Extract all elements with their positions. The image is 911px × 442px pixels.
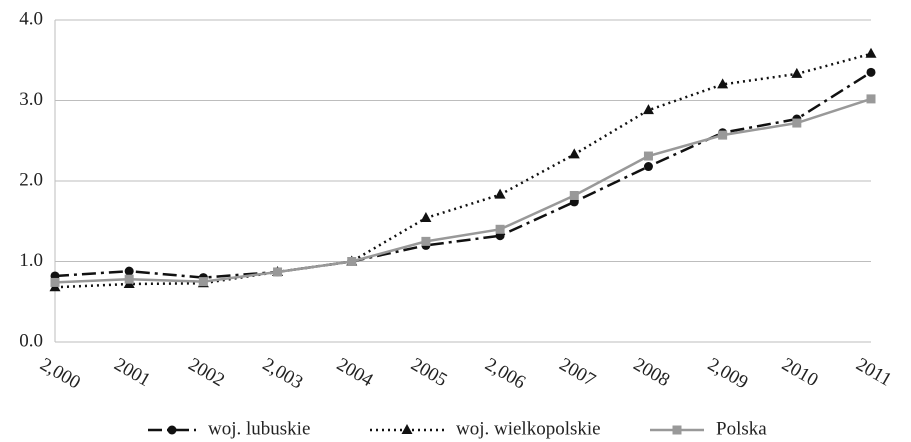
x-tick-label: 2002: [185, 354, 228, 391]
marker: [718, 130, 728, 140]
marker: [50, 277, 60, 287]
x-tick-label: 2010: [778, 354, 821, 391]
legend-label: Polska: [716, 418, 767, 439]
legend-marker: [167, 425, 177, 435]
x-tick-label: 2011: [852, 354, 895, 391]
x-tick-label: 2008: [630, 354, 673, 391]
marker: [494, 188, 506, 199]
marker: [866, 94, 876, 104]
marker: [643, 151, 653, 161]
x-tick-label: 2005: [407, 354, 450, 391]
x-tick-label: 2004: [333, 354, 377, 391]
marker: [124, 274, 134, 284]
x-tick-label: 2001: [111, 354, 154, 391]
x-tick-label: 2007: [556, 354, 599, 391]
series-line: [54, 52, 872, 289]
series-line: [54, 97, 872, 284]
y-tick-label: 3.0: [19, 89, 43, 110]
marker: [643, 162, 653, 172]
marker: [495, 224, 505, 234]
x-tick-label: 2,003: [259, 354, 307, 394]
marker: [420, 212, 432, 223]
marker: [792, 118, 802, 128]
x-tick-label: 2,009: [704, 354, 752, 394]
marker: [347, 257, 357, 266]
marker: [569, 190, 579, 200]
marker: [865, 47, 877, 58]
marker: [273, 267, 283, 277]
y-tick-label: 1.0: [19, 250, 43, 271]
x-tick-label: 2,006: [481, 354, 529, 394]
legend-marker: [401, 424, 413, 434]
y-tick-label: 2.0: [19, 169, 43, 190]
x-tick-label: 2,000: [36, 354, 84, 394]
marker: [568, 148, 580, 159]
y-tick-label: 4.0: [19, 8, 43, 29]
marker: [642, 104, 654, 115]
legend-label: woj. wielkopolskie: [456, 418, 601, 439]
marker: [866, 67, 876, 77]
marker: [421, 236, 431, 246]
marker: [198, 277, 208, 287]
series-line: [54, 71, 872, 279]
marker: [717, 78, 729, 89]
legend-label: woj. lubuskie: [208, 418, 310, 439]
y-tick-label: 0.0: [19, 330, 43, 351]
marker: [791, 67, 803, 78]
marker: [124, 266, 134, 276]
legend-marker: [672, 425, 682, 435]
